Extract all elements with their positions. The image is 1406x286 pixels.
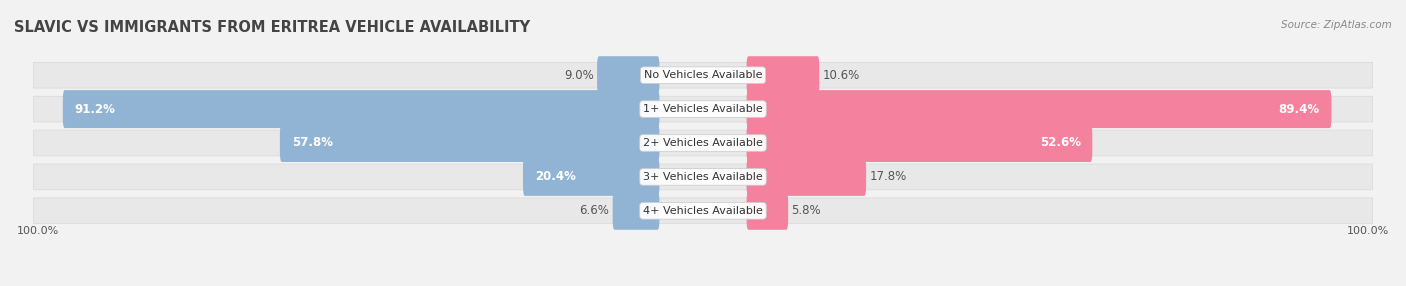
FancyBboxPatch shape — [34, 198, 1372, 224]
FancyBboxPatch shape — [613, 192, 659, 230]
FancyBboxPatch shape — [598, 56, 659, 94]
FancyBboxPatch shape — [747, 90, 1331, 128]
FancyBboxPatch shape — [747, 158, 866, 196]
Text: 91.2%: 91.2% — [75, 103, 115, 116]
FancyBboxPatch shape — [34, 96, 1372, 122]
Text: 100.0%: 100.0% — [17, 226, 59, 236]
Text: 89.4%: 89.4% — [1278, 103, 1320, 116]
Text: 20.4%: 20.4% — [534, 170, 575, 183]
Text: 1+ Vehicles Available: 1+ Vehicles Available — [643, 104, 763, 114]
FancyBboxPatch shape — [34, 130, 1372, 156]
Text: 10.6%: 10.6% — [823, 69, 860, 82]
Text: 17.8%: 17.8% — [869, 170, 907, 183]
Text: 5.8%: 5.8% — [792, 204, 821, 217]
FancyBboxPatch shape — [747, 56, 820, 94]
Text: 2+ Vehicles Available: 2+ Vehicles Available — [643, 138, 763, 148]
Text: 52.6%: 52.6% — [1039, 136, 1081, 150]
FancyBboxPatch shape — [34, 62, 1372, 88]
FancyBboxPatch shape — [63, 90, 659, 128]
FancyBboxPatch shape — [747, 124, 1092, 162]
Text: 3+ Vehicles Available: 3+ Vehicles Available — [643, 172, 763, 182]
Text: SLAVIC VS IMMIGRANTS FROM ERITREA VEHICLE AVAILABILITY: SLAVIC VS IMMIGRANTS FROM ERITREA VEHICL… — [14, 20, 530, 35]
Text: Source: ZipAtlas.com: Source: ZipAtlas.com — [1281, 20, 1392, 30]
Text: 100.0%: 100.0% — [1347, 226, 1389, 236]
Text: 9.0%: 9.0% — [564, 69, 593, 82]
FancyBboxPatch shape — [523, 158, 659, 196]
FancyBboxPatch shape — [34, 164, 1372, 190]
Text: No Vehicles Available: No Vehicles Available — [644, 70, 762, 80]
Text: 4+ Vehicles Available: 4+ Vehicles Available — [643, 206, 763, 216]
Text: 6.6%: 6.6% — [579, 204, 609, 217]
FancyBboxPatch shape — [280, 124, 659, 162]
Text: 57.8%: 57.8% — [291, 136, 333, 150]
FancyBboxPatch shape — [747, 192, 789, 230]
